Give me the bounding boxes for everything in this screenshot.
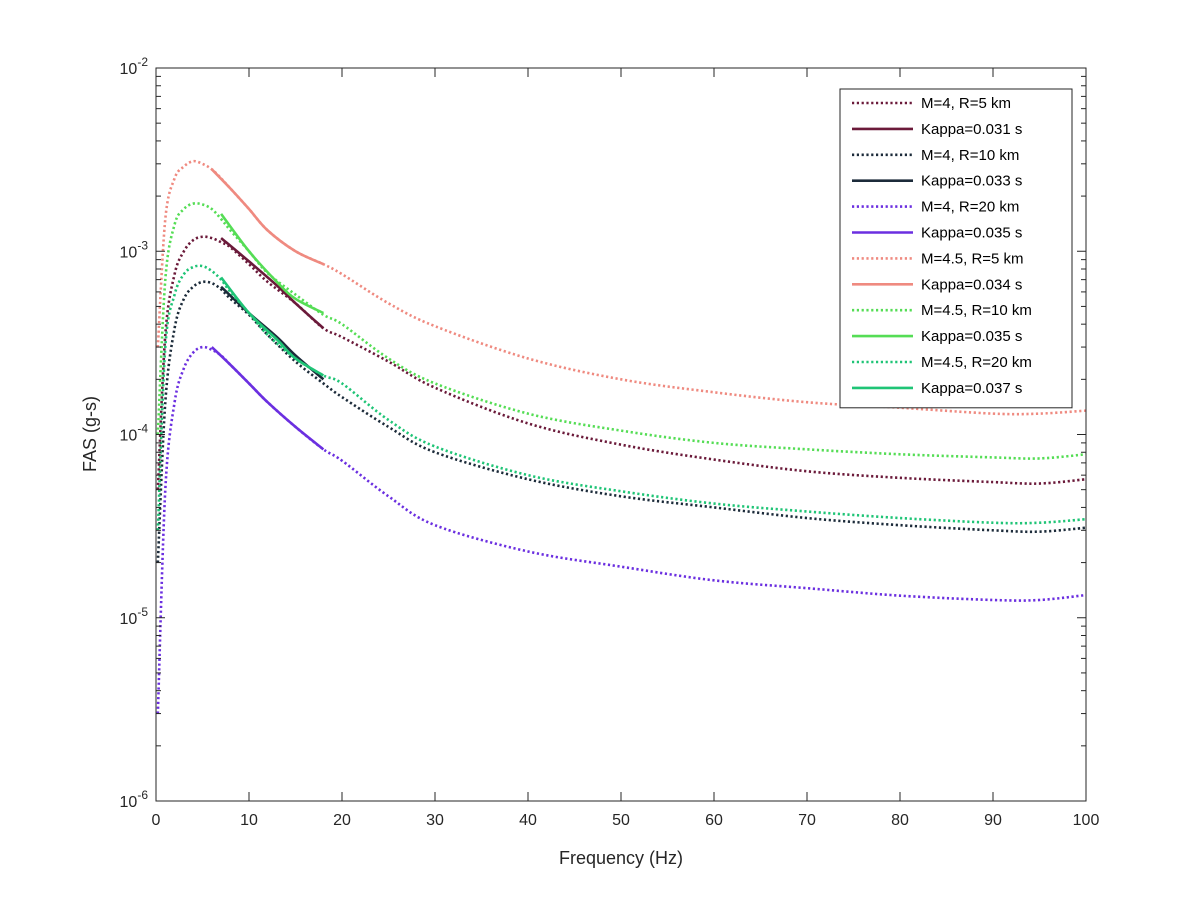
legend-label: Kappa=0.037 s [921,380,1022,397]
x-tick-label: 0 [152,812,161,829]
series-line-0 [156,235,1087,490]
x-tick-label: 90 [984,812,1002,829]
x-tick-label: 70 [798,812,816,829]
legend-label: M=4, R=5 km [921,95,1011,112]
series-line-8 [156,201,1087,460]
x-axis-title: Frequency (Hz) [559,848,683,868]
legend-label: M=4, R=10 km [921,147,1019,164]
y-axis-title: FAS (g-s) [80,396,100,472]
y-tick-label: 10-6 [120,788,149,811]
y-tick-label: 10-2 [120,55,149,78]
x-tick-label: 40 [519,812,537,829]
series-line-7 [210,168,324,266]
legend-label: Kappa=0.033 s [921,173,1022,190]
x-tick-label: 50 [612,812,630,829]
legend-label: Kappa=0.031 s [921,121,1022,138]
legend-label: Kappa=0.035 s [921,328,1022,345]
series-line-9 [220,213,324,315]
legend-label: M=4.5, R=5 km [921,250,1024,267]
y-tick-label: 10-3 [120,238,149,261]
series-line-2 [156,280,1087,563]
x-tick-label: 10 [240,812,258,829]
series-line-5 [210,346,325,451]
x-tick-label: 100 [1073,812,1100,829]
legend: M=4, R=5 km Kappa=0.031 s M=4, R=10 km Kapp… [839,88,1073,409]
x-tick-label: 20 [333,812,351,829]
x-tick-label: 80 [891,812,909,829]
legend-label: Kappa=0.034 s [921,276,1022,293]
series-layer [156,159,1087,714]
series-line-1 [220,237,325,330]
legend-label: M=4.5, R=20 km [921,354,1032,371]
legend-box [839,88,1073,409]
series-line-11 [220,276,325,377]
series-line-4 [156,345,1087,714]
x-tick-label: 60 [705,812,723,829]
x-tick-label: 30 [426,812,444,829]
y-tick-label: 10-5 [120,605,149,628]
axes-layer: 0 10 20 30 40 50 60 70 80 90 100 10-6 10-5 10-4 10-3 10… [120,55,1100,829]
y-tick-label: 10-4 [120,422,149,445]
legend-label: M=4.5, R=10 km [921,302,1032,319]
legend-label: M=4, R=20 km [921,199,1019,216]
legend-label: Kappa=0.035 s [921,225,1022,242]
